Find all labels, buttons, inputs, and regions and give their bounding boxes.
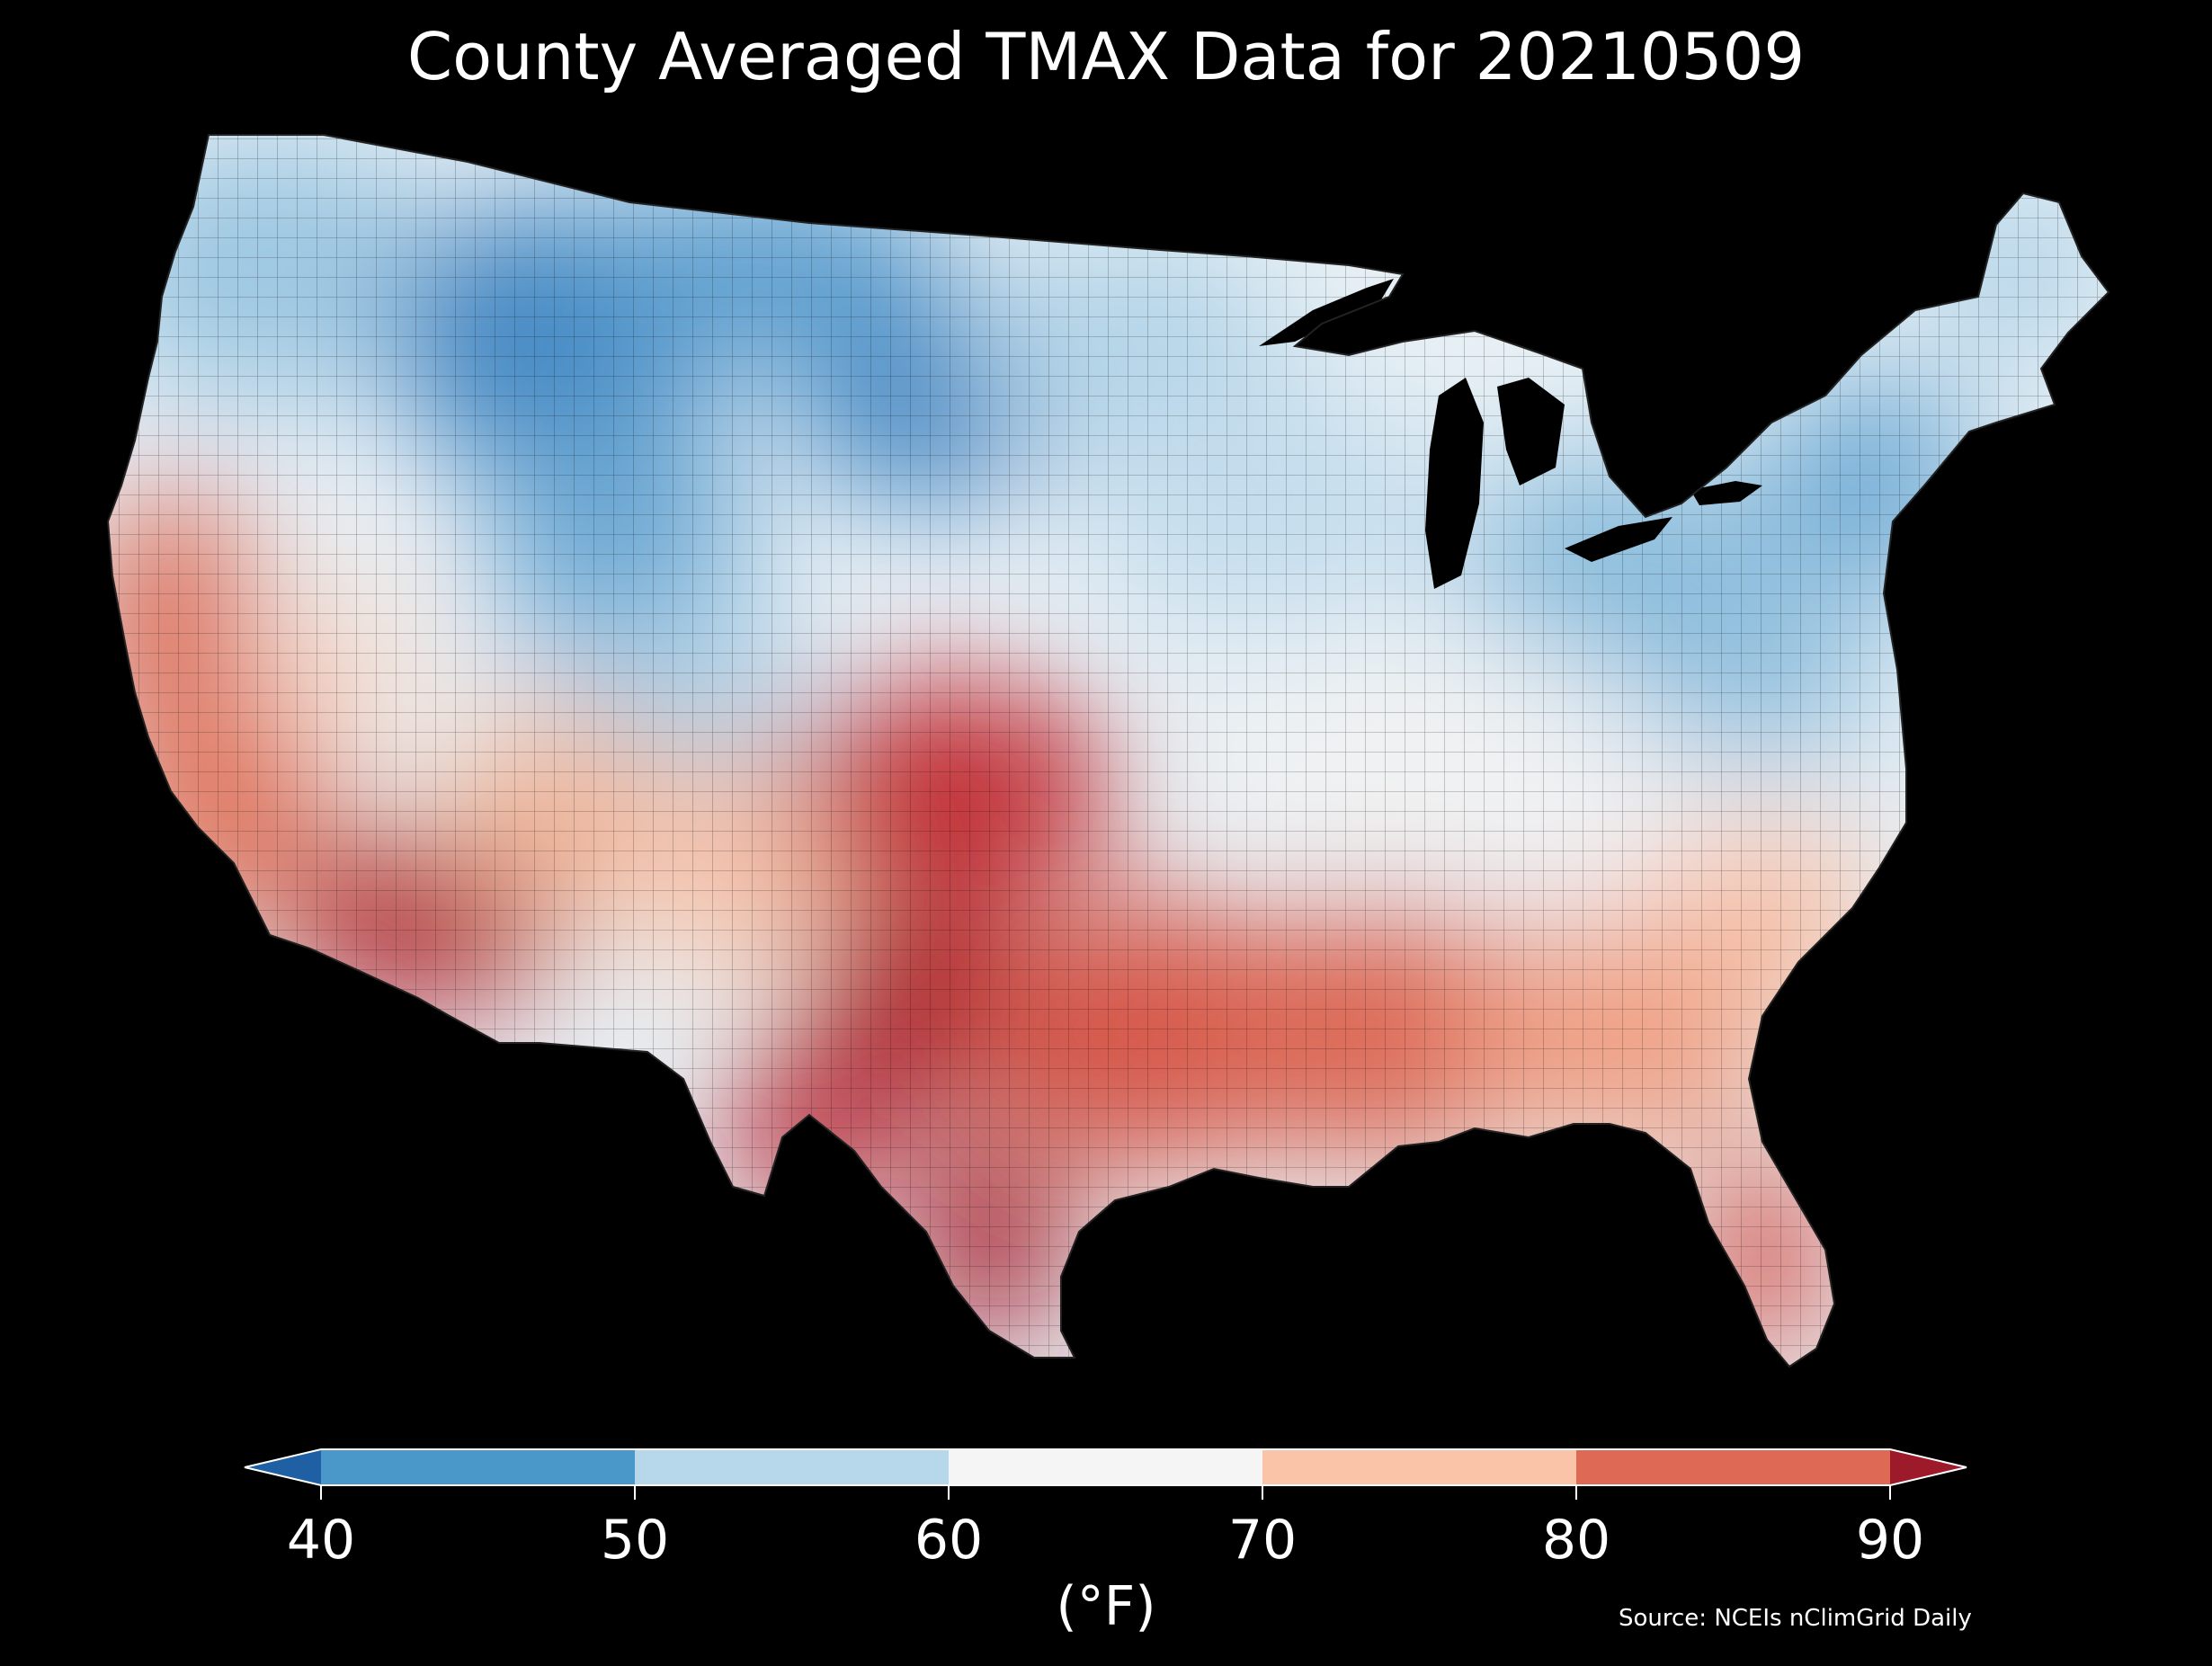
us-outline — [106, 134, 2110, 1368]
colorbar-tick-label-90: 90 — [1855, 1509, 1925, 1572]
colorbar-unit-label: (°F) — [1056, 1575, 1156, 1638]
colorbar-bin-40-50 — [321, 1449, 635, 1485]
lake-erie — [1565, 517, 1672, 562]
colorbar-tick-label-40: 40 — [286, 1509, 356, 1572]
lake-huron — [1497, 378, 1565, 486]
colorbar-tick-label-80: 80 — [1541, 1509, 1611, 1572]
great-lakes — [1259, 279, 1762, 589]
source-credit: Source: NCEIs nClimGrid Daily — [1619, 1605, 1972, 1632]
lake-michigan — [1425, 378, 1484, 589]
colorbar-bin-70-80 — [1262, 1449, 1576, 1485]
colorbar-tick-label-60: 60 — [914, 1509, 984, 1572]
colorbar-extend-high — [1890, 1449, 1967, 1485]
colorbar-bin-80-90 — [1576, 1449, 1890, 1485]
lake-ontario — [1690, 481, 1762, 505]
map-title: County Averaged TMAX Data for 20210509 — [406, 19, 1806, 94]
colorbar-bin-50-60 — [635, 1449, 949, 1485]
colorbar-tick-label-50: 50 — [600, 1509, 670, 1572]
colorbar-tick-label-70: 70 — [1227, 1509, 1298, 1572]
lake-superior — [1259, 279, 1394, 346]
colorbar-bin-60-70 — [949, 1449, 1262, 1485]
colorbar-extend-low — [245, 1449, 321, 1485]
